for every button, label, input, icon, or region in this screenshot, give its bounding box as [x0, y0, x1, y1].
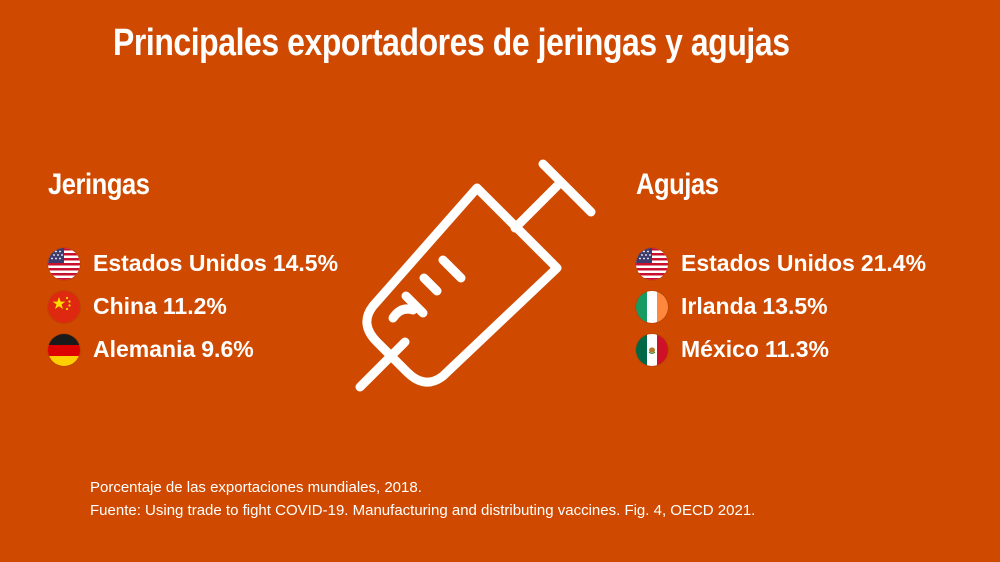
jeringas-heading: Jeringas [48, 168, 150, 201]
germany-flag-icon [48, 333, 80, 366]
syringe-icon [345, 150, 605, 405]
list-item: Estados Unidos 14.5% [48, 242, 338, 285]
list-item: Estados Unidos 21.4% [636, 242, 926, 285]
country-value: 13.5% [762, 293, 828, 319]
country-name: Estados Unidos [681, 250, 855, 276]
agujas-column: Agujas Estados Unidos 21.4% [636, 168, 926, 371]
agujas-heading: Agujas [636, 168, 719, 201]
footer-source: Fuente: Using trade to fight COVID-19. M… [90, 502, 756, 519]
list-item: China 11.2% [48, 285, 338, 328]
country-name: China [93, 293, 157, 319]
china-flag-icon [48, 290, 80, 323]
country-name: Irlanda [681, 293, 757, 319]
footer-note: Porcentaje de las exportaciones mundiale… [90, 479, 422, 496]
page-title: Principales exportadores de jeringas y a… [113, 22, 790, 64]
mexico-flag-icon [636, 333, 668, 366]
us-flag-icon [48, 247, 80, 280]
country-name: Alemania [93, 336, 196, 362]
country-value: 9.6% [201, 336, 254, 362]
country-value: 11.3% [764, 336, 829, 362]
list-item: Irlanda 13.5% [636, 285, 926, 328]
list-item: Alemania 9.6% [48, 328, 338, 371]
footer: Porcentaje de las exportaciones mundiale… [90, 476, 755, 522]
country-name: Estados Unidos [93, 250, 267, 276]
list-item: México 11.3% [636, 328, 926, 371]
us-flag-icon [636, 247, 668, 280]
country-value: 14.5% [272, 250, 339, 276]
jeringas-column: Jeringas Estados Unidos 14.5% [48, 168, 338, 371]
country-value: 11.2% [162, 293, 227, 319]
country-value: 21.4% [860, 250, 927, 276]
country-name: México [681, 336, 759, 362]
ireland-flag-icon [636, 290, 668, 323]
